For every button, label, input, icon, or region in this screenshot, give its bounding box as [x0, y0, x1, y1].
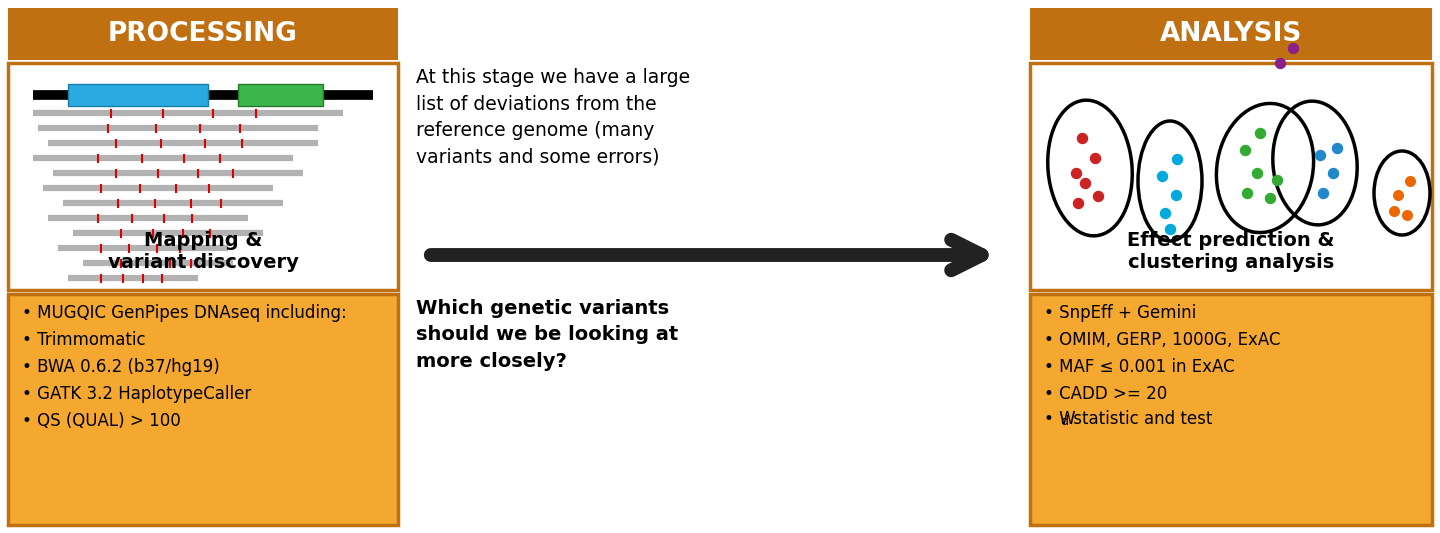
Point: [1165, 155, 1188, 163]
Point: [1266, 176, 1289, 184]
Point: [1165, 191, 1188, 199]
FancyArrowPatch shape: [431, 240, 982, 270]
FancyBboxPatch shape: [1030, 63, 1431, 290]
Point: [1073, 179, 1096, 187]
Point: [1070, 134, 1093, 142]
FancyBboxPatch shape: [238, 84, 323, 106]
Point: [1312, 189, 1335, 197]
Point: [1248, 129, 1272, 138]
Point: [1325, 144, 1348, 152]
FancyBboxPatch shape: [68, 84, 207, 106]
Point: [1322, 169, 1345, 177]
Point: [1387, 191, 1410, 199]
Point: [1398, 177, 1421, 185]
Point: [1064, 169, 1087, 177]
Point: [1282, 44, 1305, 52]
Point: [1083, 154, 1106, 162]
Text: statistic and test: statistic and test: [1068, 410, 1212, 428]
Text: • SnpEff + Gemini
• OMIM, GERP, 1000G, ExAC
• MAF ≤ 0.001 in ExAC
• CADD >= 20: • SnpEff + Gemini • OMIM, GERP, 1000G, E…: [1044, 304, 1280, 403]
FancyBboxPatch shape: [9, 294, 397, 525]
Point: [1269, 59, 1292, 67]
Text: • MUGQIC GenPipes DNAseq including:
• Trimmomatic
• BWA 0.6.2 (b37/hg19)
• GATK : • MUGQIC GenPipes DNAseq including: • Tr…: [22, 304, 347, 431]
Point: [1395, 211, 1418, 219]
Point: [1246, 169, 1269, 177]
Point: [1151, 172, 1174, 180]
Text: • W: • W: [1044, 410, 1076, 428]
FancyBboxPatch shape: [9, 8, 397, 60]
FancyBboxPatch shape: [9, 63, 397, 290]
Point: [1259, 193, 1282, 202]
Point: [1158, 225, 1181, 233]
Text: PROCESSING: PROCESSING: [108, 21, 298, 47]
Text: Which genetic variants
should we be looking at
more closely?: Which genetic variants should we be look…: [416, 299, 678, 371]
Point: [1153, 209, 1176, 217]
Text: At this stage we have a large
list of deviations from the
reference genome (many: At this stage we have a large list of de…: [416, 68, 690, 166]
Text: Effect prediction &
clustering analysis: Effect prediction & clustering analysis: [1128, 231, 1335, 272]
Point: [1087, 192, 1110, 200]
Point: [1067, 199, 1090, 207]
Point: [1236, 189, 1259, 197]
Text: ANALYSIS: ANALYSIS: [1159, 21, 1302, 47]
Point: [1234, 146, 1257, 154]
Text: d: d: [1060, 415, 1068, 428]
FancyBboxPatch shape: [1030, 294, 1431, 525]
Text: Mapping &
variant discovery: Mapping & variant discovery: [108, 231, 298, 272]
Point: [1309, 151, 1332, 159]
FancyBboxPatch shape: [1030, 8, 1431, 60]
Point: [1382, 207, 1405, 215]
